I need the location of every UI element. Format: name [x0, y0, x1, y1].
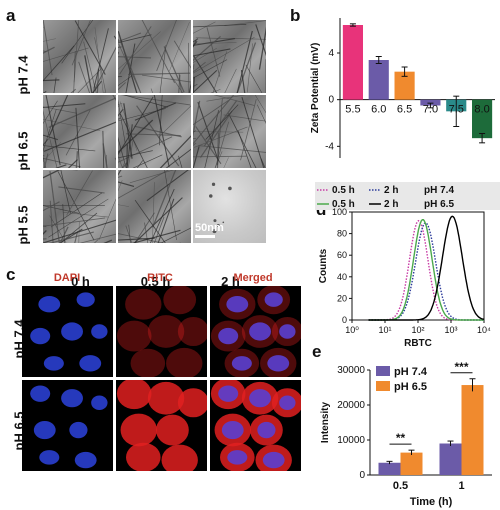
x-axis-label: RBTC: [404, 338, 432, 348]
legend-label: pH 6.5: [394, 381, 427, 393]
y-tick-label: 80: [337, 229, 347, 239]
category-label: 0.5: [393, 480, 408, 492]
category-label: 1: [458, 480, 464, 492]
category-label: 5.5: [345, 104, 360, 116]
histogram-curve: [368, 215, 485, 321]
histogram-curve: [368, 219, 484, 321]
bar: [368, 60, 389, 100]
panel-e-label: e: [312, 342, 322, 361]
fl-col-merged: Merged: [233, 272, 273, 284]
legend-swatch: [376, 381, 390, 391]
legend-swatch: [376, 366, 390, 376]
significance-label: **: [396, 431, 406, 445]
tem-image: [43, 20, 116, 93]
y-tick-label: 60: [337, 250, 347, 260]
category-label: 8.0: [474, 104, 489, 116]
tem-image: [193, 170, 266, 243]
panel-c-label: c: [6, 265, 16, 284]
y-tick-label: 0: [342, 315, 347, 325]
x-tick-label: 10⁰: [345, 325, 359, 335]
y-tick-label: 40: [337, 272, 347, 282]
tem-image: [193, 95, 266, 168]
tem-image: [193, 20, 266, 93]
tem-image: [118, 95, 191, 168]
category-label: 6.5: [397, 104, 412, 116]
bar: [472, 99, 493, 139]
fl-col-dapi: DAPI: [53, 272, 81, 284]
x-tick-label: 10³: [444, 325, 457, 335]
fl-scale-bar: 15 μm: [262, 484, 294, 500]
panel-a-row-label: pH 5.5: [15, 205, 31, 245]
y-tick-label: 0: [328, 95, 334, 106]
y-tick-label: 4: [328, 48, 334, 59]
x-tick-label: 10¹: [378, 325, 391, 335]
y-tick-label: 10000: [337, 435, 365, 446]
legend-label: pH 7.4: [394, 366, 428, 378]
y-tick-label: 0: [359, 470, 365, 481]
x-tick-label: 10²: [411, 325, 424, 335]
bar: [420, 99, 441, 106]
fluorescence-image: [22, 380, 113, 471]
intensity-chart: 0 10000 20000 30000 Intensity Time (h) pH 7.4 p…: [320, 360, 492, 508]
x-axis-label: Time (h): [410, 496, 453, 508]
bar: [394, 71, 415, 100]
y-tick-label: 20: [337, 293, 347, 303]
category-label: 7.5: [449, 104, 464, 116]
category-label: 7.0: [423, 104, 438, 116]
bar: [439, 443, 462, 475]
fluorescence-image: [210, 380, 301, 471]
panel-b-label: b: [290, 6, 301, 25]
histogram-curve: [368, 219, 484, 321]
fluorescence-image: [116, 286, 207, 377]
panel-a-row-label: pH 7.4: [15, 55, 31, 95]
legend-label: 0.5 h: [332, 199, 355, 210]
legend-label: 2 h: [384, 199, 398, 210]
fluorescence-image: [116, 380, 207, 471]
tem-image: [43, 170, 116, 243]
y-tick-label: 30000: [337, 365, 365, 376]
bar: [400, 452, 423, 475]
bar: [461, 385, 484, 475]
legend-label: 2 h: [384, 185, 398, 196]
histogram-curve: [368, 222, 484, 321]
legend-label: 0.5 h: [332, 185, 355, 196]
panel-a-col-label: 2 h: [221, 274, 240, 289]
tem-scale-bar: 50nm: [195, 222, 224, 238]
tem-image: [118, 20, 191, 93]
legend-group-label: pH 6.5: [424, 199, 454, 210]
fl-col-ritc: RITC: [147, 272, 173, 284]
panel-a-col-label: 0.5 h: [140, 274, 171, 289]
y-axis-label: Intensity: [320, 402, 331, 444]
bar: [342, 25, 363, 100]
category-label: 6.0: [371, 104, 386, 116]
tem-image: [118, 170, 191, 243]
y-tick-label: 20000: [337, 400, 365, 411]
flow-cytometry-chart: 0.5 h 2 h pH 7.4 0.5 h 2 h pH 6.5 0 20 40 60 80 100…: [315, 182, 500, 348]
panel-a-row-label: pH 6.5: [15, 131, 31, 171]
x-tick-label: 10⁴: [477, 325, 491, 335]
legend-box: [315, 182, 500, 210]
fluorescence-image: [22, 286, 113, 377]
fluorescence-image: [210, 286, 301, 377]
bar: [378, 462, 401, 475]
y-tick-label: -4: [325, 141, 334, 152]
significance-label: ***: [454, 360, 468, 374]
y-axis-label: Zeta Potential (mV): [310, 43, 321, 134]
panel-a-label: a: [6, 6, 16, 25]
y-axis-label: Counts: [318, 248, 329, 283]
y-tick-label: 100: [332, 207, 347, 217]
tem-image: [43, 95, 116, 168]
panel-a-col-label: 0 h: [71, 274, 90, 289]
legend-group-label: pH 7.4: [424, 185, 454, 196]
zeta-potential-chart: -4 0 4 Zeta Potential (mV) 5.5 6.0 6.5 7.0 7.5 8.…: [310, 18, 495, 158]
